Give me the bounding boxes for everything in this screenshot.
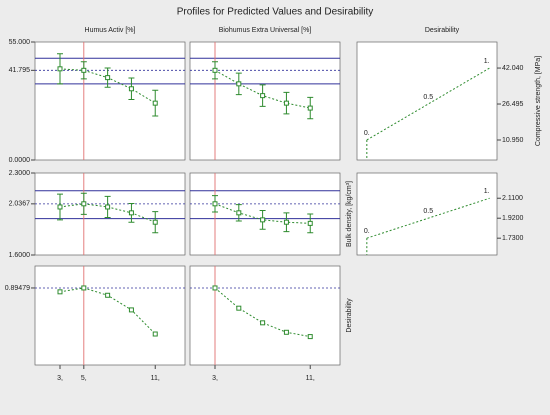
data-point <box>152 219 158 225</box>
desirability-level-label: 0.5 <box>423 208 433 215</box>
profile-line <box>214 287 311 338</box>
data-point <box>105 292 111 298</box>
x-tick-label: 11, <box>306 375 315 382</box>
chart-title: Profiles for Predicted Values and Desira… <box>177 7 374 18</box>
desirability-level-label: 0. <box>364 130 370 137</box>
panel <box>189 172 341 256</box>
panel <box>34 265 186 366</box>
data-point <box>152 100 158 106</box>
column-header: Desirability <box>425 27 460 34</box>
y-tick-label: 2.0367 <box>9 201 31 208</box>
x-tick-label: 11, <box>151 375 160 382</box>
data-point <box>283 100 289 106</box>
response-label: Bulk density, [kg/cm³] <box>346 181 353 247</box>
desirability-level-label: 0. <box>364 228 370 235</box>
y-tick-label: 10.950 <box>502 137 524 144</box>
data-point <box>57 204 63 210</box>
x-tick-label: 3, <box>57 375 63 382</box>
y-tick-label: 1.6000 <box>9 252 31 259</box>
panel <box>34 41 186 161</box>
panel <box>34 172 186 256</box>
profile-line <box>214 203 311 224</box>
desirability-line <box>366 197 490 239</box>
data-point <box>57 289 63 295</box>
desirability-level-label: 0.5 <box>423 94 433 101</box>
y-tick-label: 0.0000 <box>9 157 31 164</box>
y-tick-label: 26.495 <box>502 101 524 108</box>
panel <box>189 41 341 161</box>
data-point <box>81 201 87 207</box>
x-tick-label: 3, <box>212 375 218 382</box>
data-point <box>236 210 242 216</box>
x-tick-label: 5, <box>81 375 87 382</box>
data-point <box>212 285 218 291</box>
data-point <box>81 285 87 291</box>
desirability-level-label: 1. <box>484 188 490 195</box>
y-tick-label: 55.000 <box>9 39 31 46</box>
data-point <box>128 210 134 216</box>
data-point <box>236 81 242 87</box>
panel <box>189 265 341 366</box>
data-point <box>283 219 289 225</box>
panel <box>356 172 498 256</box>
data-point <box>212 67 218 73</box>
y-tick-label: 41.795 <box>9 67 31 74</box>
data-point <box>236 305 242 311</box>
data-point <box>128 307 134 313</box>
data-point <box>283 329 289 335</box>
panel <box>356 41 498 161</box>
y-tick-label: 0.89479 <box>5 285 30 292</box>
data-point <box>260 217 266 223</box>
data-point <box>307 334 313 340</box>
data-point <box>260 320 266 326</box>
column-header: Humus Activ [%] <box>85 27 136 34</box>
data-point <box>128 86 134 92</box>
data-point <box>81 67 87 73</box>
desirability-level-label: 1. <box>484 58 490 65</box>
data-point <box>212 201 218 207</box>
response-label: Compressive strength, [MPa] <box>535 56 542 146</box>
data-point <box>152 331 158 337</box>
data-point <box>260 93 266 99</box>
response-label: Desirability <box>346 298 353 333</box>
y-tick-label: 42.040 <box>502 65 524 72</box>
data-point <box>105 75 111 81</box>
y-tick-label: 1.7300 <box>502 235 524 242</box>
data-point <box>307 105 313 111</box>
data-point <box>105 204 111 210</box>
column-header: Biohumus Extra Universal [%] <box>219 27 312 34</box>
data-point <box>307 220 313 226</box>
data-point <box>57 66 63 72</box>
y-tick-label: 2.3000 <box>9 170 31 177</box>
y-tick-label: 1.9200 <box>502 215 524 222</box>
y-tick-label: 2.1100 <box>502 195 523 202</box>
